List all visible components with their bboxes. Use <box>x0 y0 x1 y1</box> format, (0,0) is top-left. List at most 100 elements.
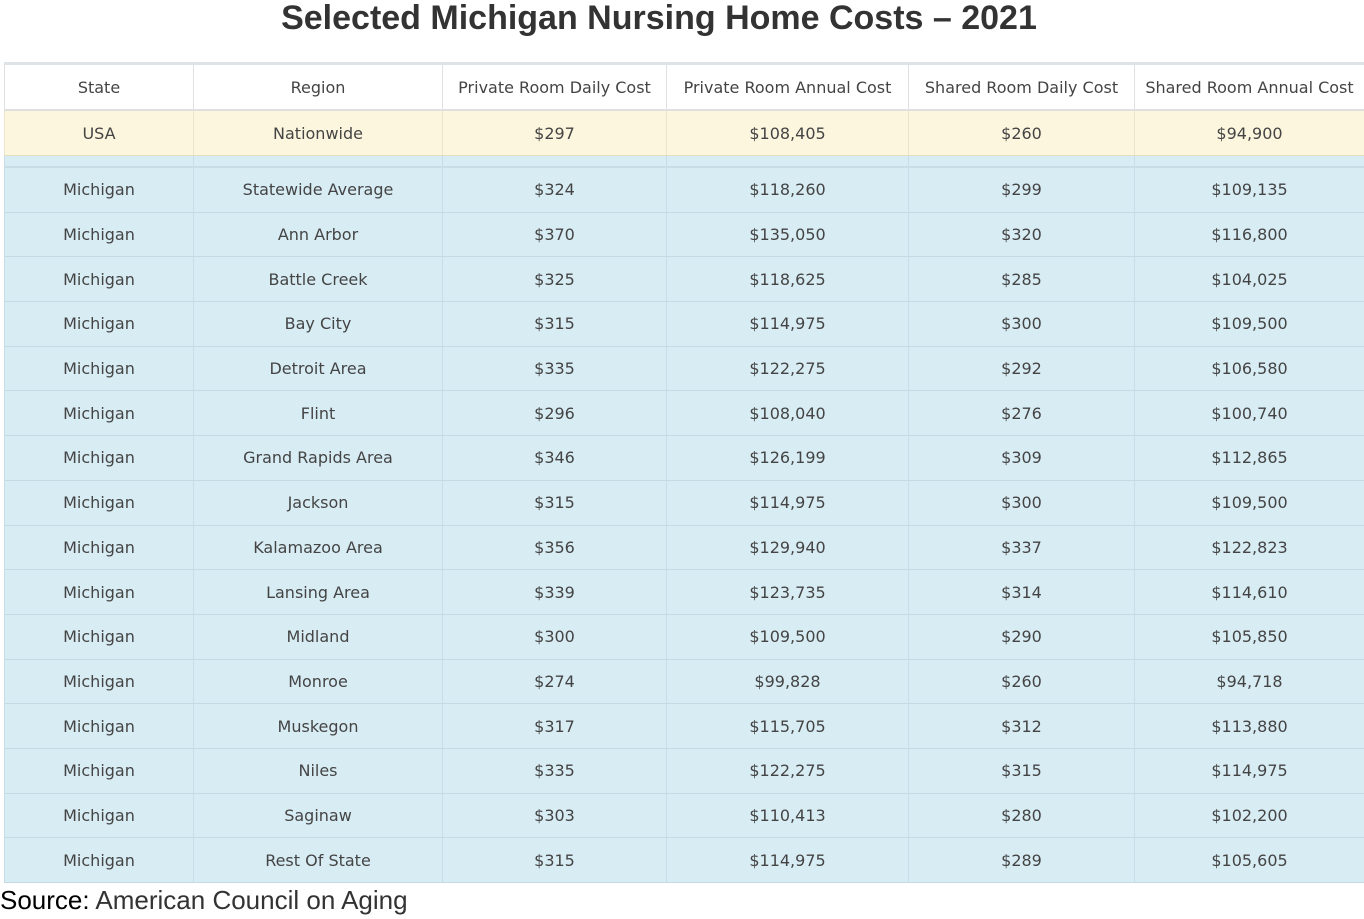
table-cell: Michigan <box>4 614 194 660</box>
table-cell: $122,275 <box>666 346 909 392</box>
table-cell: Detroit Area <box>193 346 443 392</box>
table-cell: $274 <box>442 659 667 705</box>
table-cell: Michigan <box>4 390 194 437</box>
table-cell: $337 <box>908 525 1135 571</box>
source-label: Source: <box>0 885 90 915</box>
table-cell: Michigan <box>4 748 194 794</box>
table-row: Michigan Monroe $274 $99,828 $260 $94,718 <box>4 659 1364 705</box>
table-cell: Jackson <box>193 480 443 526</box>
table-cell: Michigan <box>4 167 194 213</box>
table-row: Michigan Statewide Average $324 $118,260 $29… <box>4 167 1364 213</box>
table-cell: $324 <box>442 167 667 213</box>
table-cell: $114,975 <box>1134 748 1364 794</box>
table-row: Michigan Grand Rapids Area $346 $126,199 $30… <box>4 435 1364 481</box>
table-row: Michigan Flint $296 $108,040 $276 $100,740 <box>4 390 1364 437</box>
table-cell: Nationwide <box>193 110 443 156</box>
table-cell: Michigan <box>4 480 194 526</box>
column-header-state: State <box>4 65 194 111</box>
table-cell: $105,850 <box>1134 614 1364 660</box>
table-cell: $100,740 <box>1134 390 1364 437</box>
table-cell: Statewide Average <box>193 167 443 213</box>
source-value: American Council on Aging <box>95 885 408 915</box>
table-cell: $315 <box>442 480 667 526</box>
table-row: Michigan Jackson $315 $114,975 $300 $109,500 <box>4 480 1364 526</box>
table-row: Michigan Detroit Area $335 $122,275 $292 $106… <box>4 346 1364 392</box>
table-cell: $317 <box>442 703 667 749</box>
table-cell: $122,275 <box>666 748 909 794</box>
table-cell: $110,413 <box>666 793 909 839</box>
table-cell: $292 <box>908 346 1135 392</box>
table-cell: Ann Arbor <box>193 212 443 258</box>
table-cell: $335 <box>442 748 667 794</box>
table-cell: USA <box>4 110 194 156</box>
table-cell: Rest Of State <box>193 837 443 883</box>
table-cell: $109,135 <box>1134 167 1364 213</box>
table-cell: Grand Rapids Area <box>193 435 443 481</box>
table-cell: $122,823 <box>1134 525 1364 571</box>
column-header-shared-annual: Shared Room Annual Cost <box>1134 65 1364 111</box>
table-cell: $114,975 <box>666 837 909 883</box>
table-cell: $99,828 <box>666 659 909 705</box>
table-cell: $135,050 <box>666 212 909 258</box>
table-cell: Muskegon <box>193 703 443 749</box>
table-cell: $129,940 <box>666 525 909 571</box>
table-cell: Midland <box>193 614 443 660</box>
column-header-region: Region <box>193 65 443 111</box>
table-cell: $115,705 <box>666 703 909 749</box>
table-cell: Monroe <box>193 659 443 705</box>
table-row: Michigan Midland $300 $109,500 $290 $105,850 <box>4 614 1364 660</box>
table-cell: $123,735 <box>666 569 909 615</box>
table-cell: Flint <box>193 390 443 437</box>
table-cell: $325 <box>442 256 667 303</box>
table-cell: $296 <box>442 390 667 437</box>
table-cell: $108,040 <box>666 390 909 437</box>
table-row: Michigan Niles $335 $122,275 $315 $114,975 <box>4 748 1364 794</box>
table-cell: Michigan <box>4 837 194 883</box>
table-cell: $260 <box>908 110 1135 156</box>
table-cell: Lansing Area <box>193 569 443 615</box>
table-cell: $300 <box>442 614 667 660</box>
table-cell: $280 <box>908 793 1135 839</box>
row-separator <box>4 155 1364 168</box>
table-cell: $114,975 <box>666 480 909 526</box>
table-row: Michigan Muskegon $317 $115,705 $312 $113,880 <box>4 703 1364 749</box>
table-cell: Michigan <box>4 525 194 571</box>
table-cell: $114,975 <box>666 301 909 347</box>
table-header-row: State Region Private Room Daily Cost Pri… <box>4 65 1364 111</box>
table-cell: $112,865 <box>1134 435 1364 481</box>
table-cell: Bay City <box>193 301 443 347</box>
table-cell: $109,500 <box>666 614 909 660</box>
table-cell: $276 <box>908 390 1135 437</box>
table-cell: $315 <box>442 837 667 883</box>
michigan-rows: Michigan Statewide Average $324 $118,260 $29… <box>4 167 1364 883</box>
table-cell: Michigan <box>4 435 194 481</box>
table-cell: $300 <box>908 480 1135 526</box>
table-cell: $289 <box>908 837 1135 883</box>
table-cell: $109,500 <box>1134 480 1364 526</box>
table-cell: Michigan <box>4 346 194 392</box>
table-cell: $94,718 <box>1134 659 1364 705</box>
column-header-shared-daily: Shared Room Daily Cost <box>908 65 1135 111</box>
table-cell: Michigan <box>4 569 194 615</box>
table-cell: $314 <box>908 569 1135 615</box>
page-title: Selected Michigan Nursing Home Costs – 2… <box>281 0 1037 37</box>
table-cell: Michigan <box>4 703 194 749</box>
table-cell: $108,405 <box>666 110 909 156</box>
table-cell: $315 <box>442 301 667 347</box>
table-cell: $290 <box>908 614 1135 660</box>
table-cell: $113,880 <box>1134 703 1364 749</box>
table-cell: Michigan <box>4 301 194 347</box>
column-header-private-daily: Private Room Daily Cost <box>442 65 667 111</box>
table-row: Michigan Bay City $315 $114,975 $300 $109,500 <box>4 301 1364 347</box>
table-cell: $309 <box>908 435 1135 481</box>
table-cell: $114,610 <box>1134 569 1364 615</box>
table-cell: $320 <box>908 212 1135 258</box>
table-cell: $106,580 <box>1134 346 1364 392</box>
table-cell: $260 <box>908 659 1135 705</box>
table-cell: Saginaw <box>193 793 443 839</box>
cost-table-container: State Region Private Room Daily Cost Pri… <box>4 62 1364 883</box>
table-cell: Michigan <box>4 256 194 303</box>
table-cell: Battle Creek <box>193 256 443 303</box>
table-cell: $356 <box>442 525 667 571</box>
table-cell: $339 <box>442 569 667 615</box>
